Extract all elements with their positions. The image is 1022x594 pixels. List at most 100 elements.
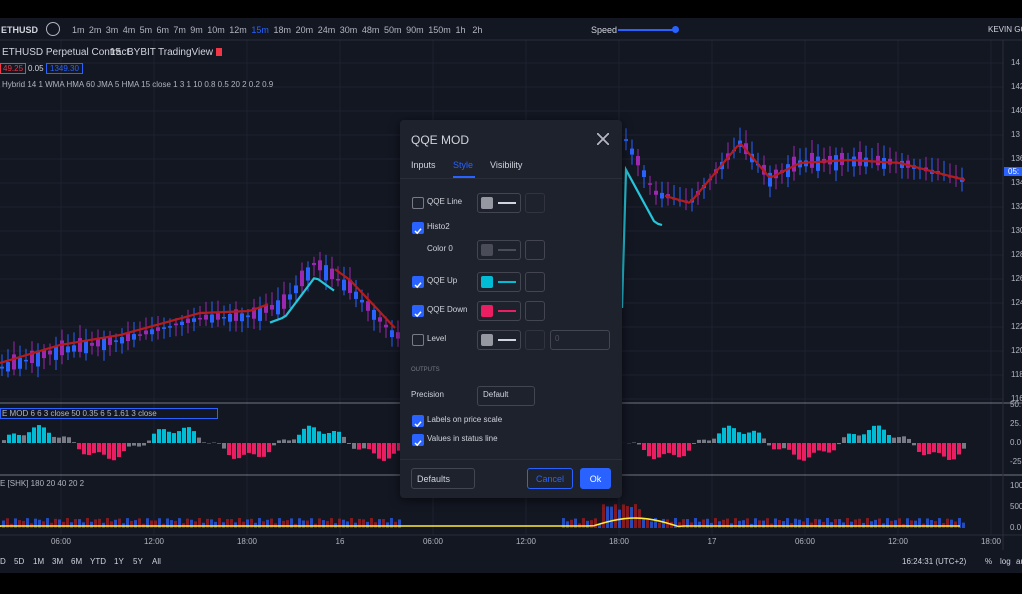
candle-body: [42, 349, 46, 359]
interval-button[interactable]: 12m: [229, 25, 247, 35]
interval-button[interactable]: 30m: [339, 25, 358, 35]
osc-bar: [962, 443, 966, 449]
range-button[interactable]: 3M: [52, 557, 64, 566]
osc-label: 0.0: [1010, 438, 1022, 447]
interval-button[interactable]: 6m: [156, 25, 170, 35]
level-input[interactable]: 0: [550, 330, 610, 350]
interval-button[interactable]: 15m: [251, 25, 269, 35]
vol-bar: [98, 518, 101, 528]
range-button[interactable]: 5D: [14, 557, 25, 566]
osc-bar: [312, 427, 316, 443]
ok-button[interactable]: Ok: [580, 468, 611, 489]
style-swatch[interactable]: [477, 193, 521, 213]
range-button[interactable]: All: [152, 557, 161, 566]
interval-button[interactable]: 3m: [105, 25, 119, 35]
style-swatch[interactable]: [477, 330, 521, 350]
candle-body: [198, 317, 202, 320]
osc-bar: [957, 443, 961, 455]
osc-bar: [117, 443, 121, 458]
range-button[interactable]: 1Y: [114, 557, 124, 566]
range-button[interactable]: D: [0, 557, 6, 566]
interval-button[interactable]: 4m: [122, 25, 136, 35]
vol-bar: [698, 521, 701, 528]
close-button[interactable]: [597, 133, 609, 145]
vol-bar: [250, 518, 253, 528]
percent-toggle[interactable]: %: [985, 557, 993, 566]
style-swatch[interactable]: [477, 272, 521, 292]
osc-bar: [42, 427, 46, 443]
time-label: 12:00: [887, 537, 909, 546]
checkbox[interactable]: [412, 415, 424, 428]
speed-slider[interactable]: [618, 29, 676, 31]
cancel-button[interactable]: Cancel: [527, 468, 573, 489]
interval-button[interactable]: 150m: [428, 25, 451, 35]
style-swatch[interactable]: [477, 301, 521, 321]
plot-type[interactable]: [525, 301, 545, 321]
range-button[interactable]: 6M: [71, 557, 83, 566]
vol-bar: [774, 518, 777, 528]
checkbox[interactable]: [412, 434, 424, 447]
plot-type[interactable]: [525, 240, 545, 260]
checkbox[interactable]: [412, 305, 424, 318]
vol-bar: [54, 518, 57, 528]
osc-bar: [267, 443, 271, 453]
tab[interactable]: Style: [453, 160, 474, 170]
osc-bar: [82, 443, 86, 455]
oscillator-label: E MOD 6 6 3 close 50 0.35 6 5 1.61 3 clo…: [0, 408, 218, 419]
osc-bar: [372, 443, 376, 454]
interval-button[interactable]: 50m: [384, 25, 402, 35]
osc-bar: [242, 443, 246, 455]
add-symbol[interactable]: [46, 22, 60, 36]
interval-button[interactable]: 24m: [317, 25, 336, 35]
color-box: [481, 197, 493, 209]
vol-bar: [338, 518, 341, 528]
vol-bar: [358, 518, 361, 528]
interval-button[interactable]: 90m: [406, 25, 424, 35]
vol-bar: [930, 520, 933, 528]
range-button[interactable]: YTD: [90, 557, 106, 566]
plot-type[interactable]: [525, 193, 545, 213]
interval-button[interactable]: 7m: [173, 25, 186, 35]
defaults-button[interactable]: Defaults: [411, 468, 475, 489]
range-button[interactable]: 5Y: [133, 557, 143, 566]
checkbox[interactable]: [412, 334, 424, 346]
vol-bar: [110, 521, 113, 528]
volume-ma: [0, 517, 960, 528]
spread: 0.05: [28, 64, 44, 73]
interval-button[interactable]: 48m: [361, 25, 380, 35]
tab[interactable]: Inputs: [411, 160, 436, 170]
interval-button[interactable]: 2m: [88, 25, 102, 35]
tab[interactable]: Visibility: [490, 160, 523, 170]
plot-type[interactable]: [525, 272, 545, 292]
interval-button[interactable]: 1h: [455, 25, 466, 35]
plot-type[interactable]: [525, 330, 545, 350]
checkbox[interactable]: [412, 276, 424, 289]
interval-button[interactable]: 10m: [207, 25, 225, 35]
interval-button[interactable]: 1m: [72, 25, 85, 35]
interval-button[interactable]: 20m: [295, 25, 314, 35]
interval-button[interactable]: 5m: [139, 25, 153, 35]
user-name[interactable]: KEVIN GO: [988, 25, 1022, 34]
vol-bar: [210, 519, 213, 528]
checkbox[interactable]: [412, 197, 424, 209]
auto-toggle[interactable]: auto: [1016, 557, 1022, 566]
style-swatch[interactable]: [477, 240, 521, 260]
log-toggle[interactable]: log: [1000, 557, 1011, 566]
osc-bar: [22, 435, 26, 443]
vol-bar: [206, 518, 209, 528]
interval-button[interactable]: 9m: [190, 25, 203, 35]
checkbox[interactable]: [412, 222, 424, 235]
speed-knob[interactable]: [672, 26, 679, 33]
vol-bar: [798, 519, 801, 528]
interval-button[interactable]: 18m: [273, 25, 292, 35]
osc-bar: [897, 437, 901, 443]
osc-bar: [727, 425, 731, 443]
precision-select[interactable]: Default: [477, 386, 535, 406]
osc-bar: [317, 431, 321, 443]
vol-bar: [718, 521, 721, 528]
range-button[interactable]: 1M: [33, 557, 45, 566]
osc-bar: [807, 443, 811, 458]
vol-bar: [594, 518, 597, 528]
interval-button[interactable]: 2h: [472, 25, 483, 35]
